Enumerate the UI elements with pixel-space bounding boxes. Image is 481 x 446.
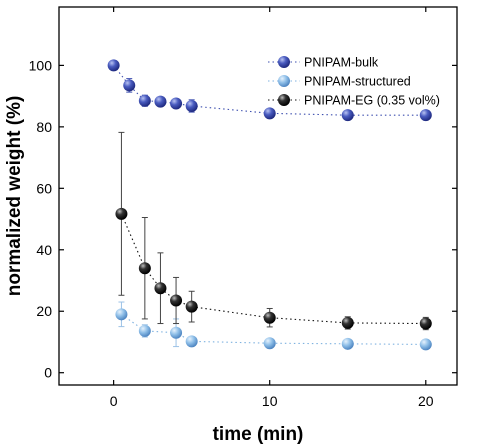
legend-marker [278, 56, 290, 68]
legend-marker [278, 75, 290, 87]
series-line [113, 65, 426, 116]
data-point [341, 337, 354, 350]
data-point [138, 94, 151, 107]
data-point [115, 308, 128, 321]
series-1 [115, 301, 432, 351]
x-tick-label: 0 [110, 393, 118, 409]
data-point [170, 97, 183, 110]
x-tick-label: 10 [262, 393, 278, 409]
legend-label: PNIPAM-bulk [304, 56, 379, 70]
series-0 [107, 59, 432, 122]
data-point [123, 79, 136, 92]
y-tick-label: 0 [44, 365, 52, 381]
legend: PNIPAM-bulk PNIPAM-structured PNIPAM-EG (0… [268, 56, 440, 108]
x-axis-title: time (min) [213, 424, 304, 445]
data-point [341, 316, 354, 329]
data-point [185, 99, 198, 112]
data-point [419, 109, 432, 122]
series-2 [115, 131, 432, 331]
data-point [341, 109, 354, 122]
legend-label: PNIPAM-structured [304, 75, 411, 89]
y-tick-label: 20 [36, 303, 52, 319]
legend-marker [278, 94, 290, 106]
y-tick-label: 60 [36, 180, 52, 196]
y-axis-title: normalized weight (%) [4, 96, 25, 297]
data-point [419, 338, 432, 351]
data-point [263, 311, 276, 324]
data-point [115, 207, 128, 220]
data-point [185, 335, 198, 348]
plot-frame [58, 6, 458, 386]
legend-label: PNIPAM-EG (0.35 vol%) [304, 94, 440, 108]
data-point [185, 300, 198, 313]
y-tick-label: 100 [29, 57, 53, 73]
data-point [419, 317, 432, 330]
y-tick-label: 80 [36, 119, 52, 135]
series-line [120, 213, 426, 325]
data-point [263, 337, 276, 350]
data-point [154, 282, 167, 295]
data-point [138, 262, 151, 275]
x-tick-label: 20 [418, 393, 434, 409]
data-point [138, 324, 151, 337]
data-point [170, 326, 183, 339]
y-tick-label: 40 [36, 242, 52, 258]
data-point [170, 294, 183, 307]
data-point [107, 59, 120, 72]
data-point [263, 107, 276, 120]
data-point [154, 95, 167, 108]
